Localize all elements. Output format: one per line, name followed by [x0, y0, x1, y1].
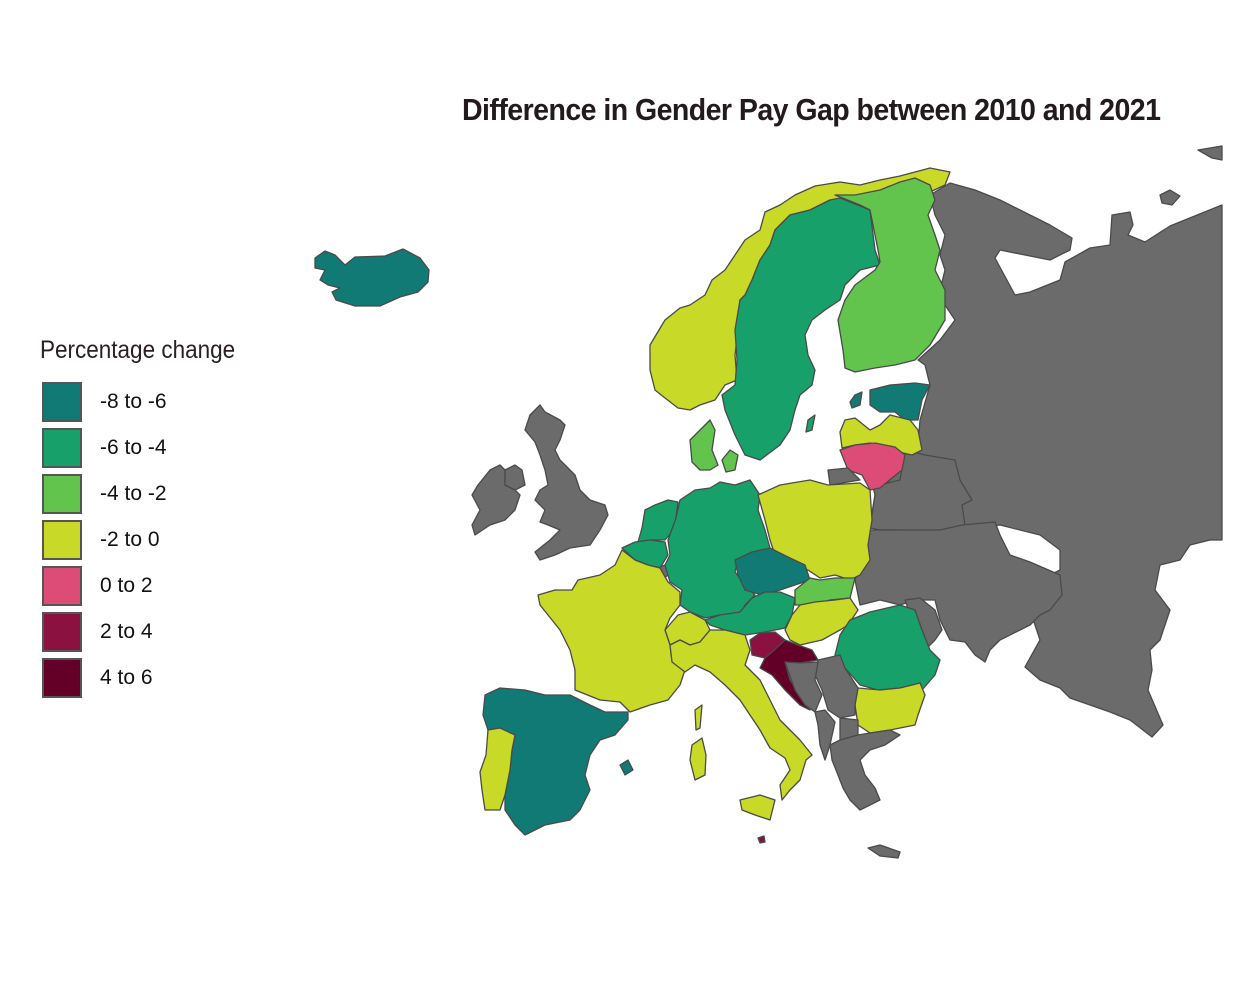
region-montenegro-albania	[814, 709, 836, 761]
region-iceland	[314, 248, 430, 307]
legend-label: 2 to 4	[100, 620, 153, 643]
region-denmark	[689, 419, 719, 471]
legend-swatch	[42, 382, 82, 422]
region-russia-island	[1159, 189, 1181, 206]
region-bulgaria	[854, 682, 926, 734]
legend-swatch	[42, 566, 82, 606]
legend-label: 4 to 6	[100, 666, 153, 689]
region-latvia	[839, 414, 923, 456]
region-italy-corsica	[694, 704, 703, 731]
region-denmark-zealand	[721, 449, 739, 473]
legend-item: 2 to 4	[40, 609, 257, 655]
region-lithuania	[839, 442, 906, 491]
region-portugal	[479, 727, 516, 811]
region-serbia	[814, 654, 859, 719]
region-estonia	[869, 382, 931, 421]
region-finland	[834, 177, 946, 373]
legend-label: -2 to 0	[100, 528, 160, 551]
region-greece	[829, 729, 901, 811]
region-malta	[757, 835, 766, 844]
legend: Percentage change -8 to -6 -6 to -4 -4 t…	[40, 336, 257, 701]
region-italy-sardinia	[689, 737, 707, 781]
legend-swatch	[42, 612, 82, 652]
legend-title: Percentage change	[40, 336, 236, 364]
region-italy-sicily	[739, 794, 776, 821]
legend-label: -8 to -6	[100, 390, 167, 413]
legend-swatch	[42, 658, 82, 698]
region-northern-ireland	[504, 464, 526, 491]
legend-item: 0 to 2	[40, 563, 257, 609]
region-russia-north-tip	[1197, 145, 1223, 161]
region-sweden-gotland	[805, 414, 816, 433]
legend-label: -4 to -2	[100, 482, 167, 505]
legend-item: -4 to -2	[40, 471, 257, 517]
region-spain-baleares	[619, 759, 634, 776]
region-kaliningrad	[827, 467, 861, 486]
region-czechia	[734, 547, 811, 596]
region-united-kingdom	[524, 404, 609, 561]
legend-label: 0 to 2	[100, 574, 153, 597]
map-title: Difference in Gender Pay Gap between 201…	[462, 92, 1161, 127]
legend-item: 4 to 6	[40, 655, 257, 701]
region-italy	[669, 629, 813, 801]
region-ukraine	[854, 521, 1063, 663]
region-estonia-island	[849, 391, 863, 409]
region-bosnia	[784, 661, 823, 713]
legend-item: -6 to -4	[40, 425, 257, 471]
legend-item: -2 to 0	[40, 517, 257, 563]
legend-label: -6 to -4	[100, 436, 167, 459]
region-russia	[869, 182, 1223, 738]
legend-swatch	[42, 428, 82, 468]
region-sweden	[721, 197, 881, 461]
region-france	[537, 549, 686, 713]
legend-swatch	[42, 520, 82, 560]
legend-swatch	[42, 474, 82, 514]
legend-item: -8 to -6	[40, 379, 257, 425]
region-greece-crete	[867, 844, 901, 859]
